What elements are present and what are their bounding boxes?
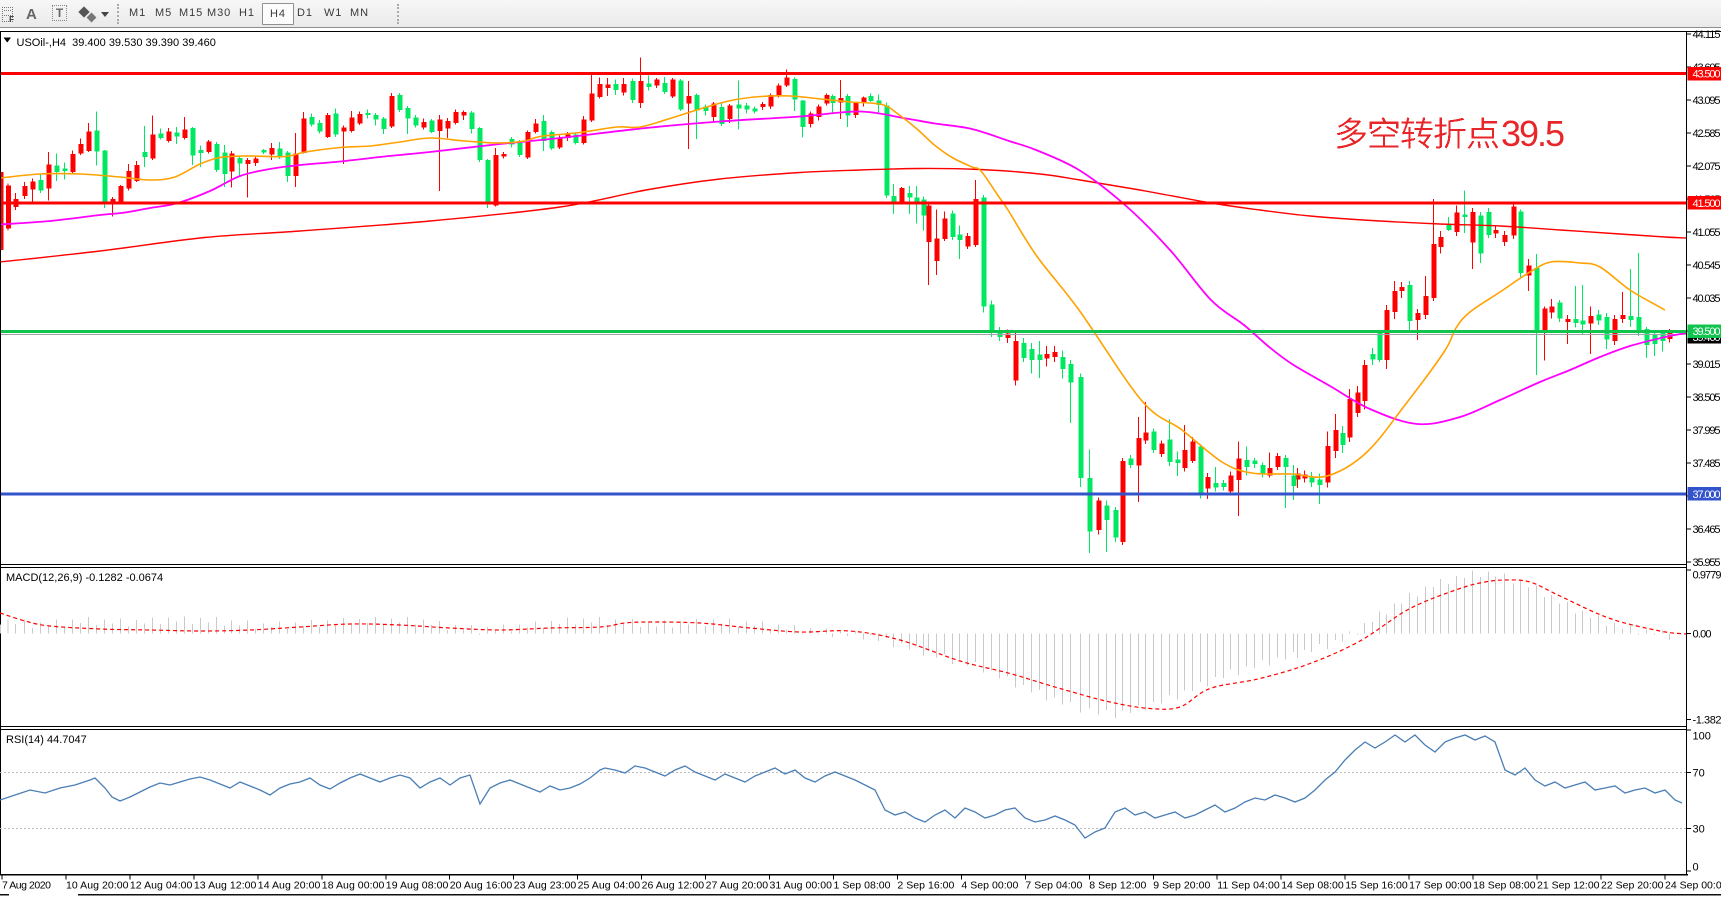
svg-text:41.500: 41.500 [1693, 198, 1721, 210]
svg-text:39.5: 39.5 [1501, 113, 1565, 154]
svg-text:13 Aug 12:00: 13 Aug 12:00 [194, 880, 257, 892]
svg-text:30: 30 [1693, 823, 1705, 835]
svg-text:22 Sep 20:00: 22 Sep 20:00 [1601, 880, 1664, 892]
svg-text:10 Aug 20:00: 10 Aug 20:00 [66, 880, 129, 892]
svg-text:37.000: 37.000 [1693, 489, 1721, 501]
svg-text:35.955: 35.955 [1693, 557, 1721, 569]
svg-text:20 Aug 16:00: 20 Aug 16:00 [450, 880, 513, 892]
svg-text:31 Aug 00:00: 31 Aug 00:00 [770, 880, 833, 892]
svg-text:36.465: 36.465 [1693, 524, 1721, 536]
svg-text:7 Sep 04:00: 7 Sep 04:00 [1025, 880, 1082, 892]
svg-text:37.485: 37.485 [1693, 458, 1721, 470]
svg-text:44.115: 44.115 [1693, 29, 1721, 41]
svg-text:70: 70 [1693, 767, 1705, 779]
svg-text:17 Sep 00:00: 17 Sep 00:00 [1409, 880, 1472, 892]
svg-text:14 Sep 08:00: 14 Sep 08:00 [1281, 880, 1344, 892]
svg-text:19 Aug 08:00: 19 Aug 08:00 [386, 880, 449, 892]
svg-text:41.055: 41.055 [1693, 227, 1721, 239]
svg-text:7 Aug 2020: 7 Aug 2020 [2, 880, 51, 892]
svg-text:27 Aug 20:00: 27 Aug 20:00 [706, 880, 769, 892]
svg-text:14 Aug 20:00: 14 Aug 20:00 [258, 880, 321, 892]
svg-text:21 Sep 12:00: 21 Sep 12:00 [1537, 880, 1600, 892]
svg-text:40.545: 40.545 [1693, 260, 1721, 272]
svg-text:1 Sep 08:00: 1 Sep 08:00 [834, 880, 891, 892]
svg-text:8 Sep 12:00: 8 Sep 12:00 [1089, 880, 1146, 892]
svg-text:0.9779: 0.9779 [1693, 569, 1721, 581]
svg-text:25 Aug 04:00: 25 Aug 04:00 [578, 880, 641, 892]
svg-text:43.095: 43.095 [1693, 95, 1721, 107]
svg-text:40.035: 40.035 [1693, 293, 1721, 305]
svg-text:15 Sep 16:00: 15 Sep 16:00 [1345, 880, 1408, 892]
svg-text:9 Sep 20:00: 9 Sep 20:00 [1153, 880, 1210, 892]
svg-text:23 Aug 23:00: 23 Aug 23:00 [514, 880, 577, 892]
svg-text:11 Sep 04:00: 11 Sep 04:00 [1217, 880, 1280, 892]
svg-text:18 Sep 08:00: 18 Sep 08:00 [1473, 880, 1536, 892]
svg-text:4 Sep 00:00: 4 Sep 00:00 [961, 880, 1018, 892]
svg-text:MACD(12,26,9) -0.1282 -0.0674: MACD(12,26,9) -0.1282 -0.0674 [6, 572, 163, 584]
svg-text:39.015: 39.015 [1693, 359, 1721, 371]
svg-text:100: 100 [1693, 730, 1711, 742]
svg-text:42.075: 42.075 [1693, 161, 1721, 173]
svg-text:2 Sep 16:00: 2 Sep 16:00 [897, 880, 954, 892]
svg-text:38.505: 38.505 [1693, 392, 1721, 404]
svg-text:12 Aug 04:00: 12 Aug 04:00 [130, 880, 193, 892]
svg-text:0.00: 0.00 [1693, 628, 1712, 640]
svg-text:26 Aug 12:00: 26 Aug 12:00 [642, 880, 705, 892]
svg-text:-1.382: -1.382 [1693, 714, 1721, 726]
svg-text:37.995: 37.995 [1693, 425, 1721, 437]
svg-text:39.500: 39.500 [1693, 326, 1721, 338]
svg-text:RSI(14) 44.7047: RSI(14) 44.7047 [6, 734, 87, 746]
svg-text:18 Aug 00:00: 18 Aug 00:00 [322, 880, 385, 892]
svg-text:0: 0 [1693, 861, 1699, 873]
svg-text:42.585: 42.585 [1693, 128, 1721, 140]
svg-text:USOil-,H4 39.400 39.530 39.39: USOil-,H4 39.400 39.530 39.390 39.460 [17, 37, 216, 49]
svg-text:43.500: 43.500 [1693, 68, 1721, 80]
svg-text:24 Sep 00:00: 24 Sep 00:00 [1665, 880, 1721, 892]
